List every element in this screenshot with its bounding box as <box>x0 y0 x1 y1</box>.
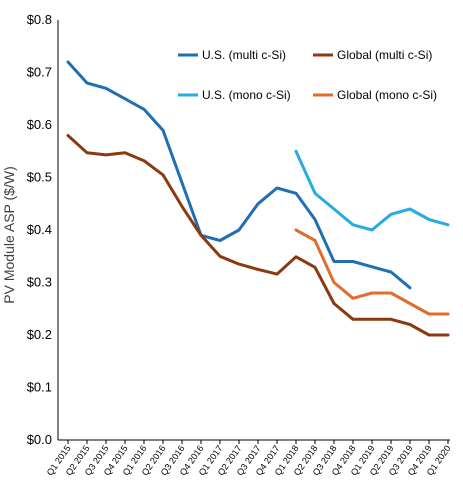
y-axis-ticks: $0.0 $0.1 $0.2 $0.3 $0.4 $0.5 $0.6 $0.7 $0.8 <box>27 12 52 447</box>
series-line-2 <box>66 134 450 337</box>
y-tick-label: $0.4 <box>27 222 52 237</box>
legend: U.S. (multi c-Si) Global (multi c-Si) U.S.… <box>178 48 437 102</box>
series-line-4 <box>294 228 450 316</box>
y-axis-label: PV Module ASP ($/W) <box>1 166 17 303</box>
y-tick-label: $0.2 <box>27 327 52 342</box>
y-tick-label: $0.8 <box>27 12 52 27</box>
series-line-3 <box>294 149 450 232</box>
y-tick-label: $0.0 <box>27 432 52 447</box>
y-tick-label: $0.1 <box>27 380 52 395</box>
series-lines <box>66 60 450 337</box>
y-tick-label: $0.3 <box>27 275 52 290</box>
legend-label: Global (multi c-Si) <box>337 48 432 62</box>
y-tick-label: $0.7 <box>27 65 52 80</box>
legend-label: U.S. (multi c-Si) <box>202 48 286 62</box>
legend-label: U.S. (mono c-Si) <box>202 88 291 102</box>
y-tick-label: $0.5 <box>27 170 52 185</box>
y-tick-label: $0.6 <box>27 117 52 132</box>
series-line-1 <box>66 60 412 290</box>
legend-label: Global (mono c-Si) <box>337 88 437 102</box>
